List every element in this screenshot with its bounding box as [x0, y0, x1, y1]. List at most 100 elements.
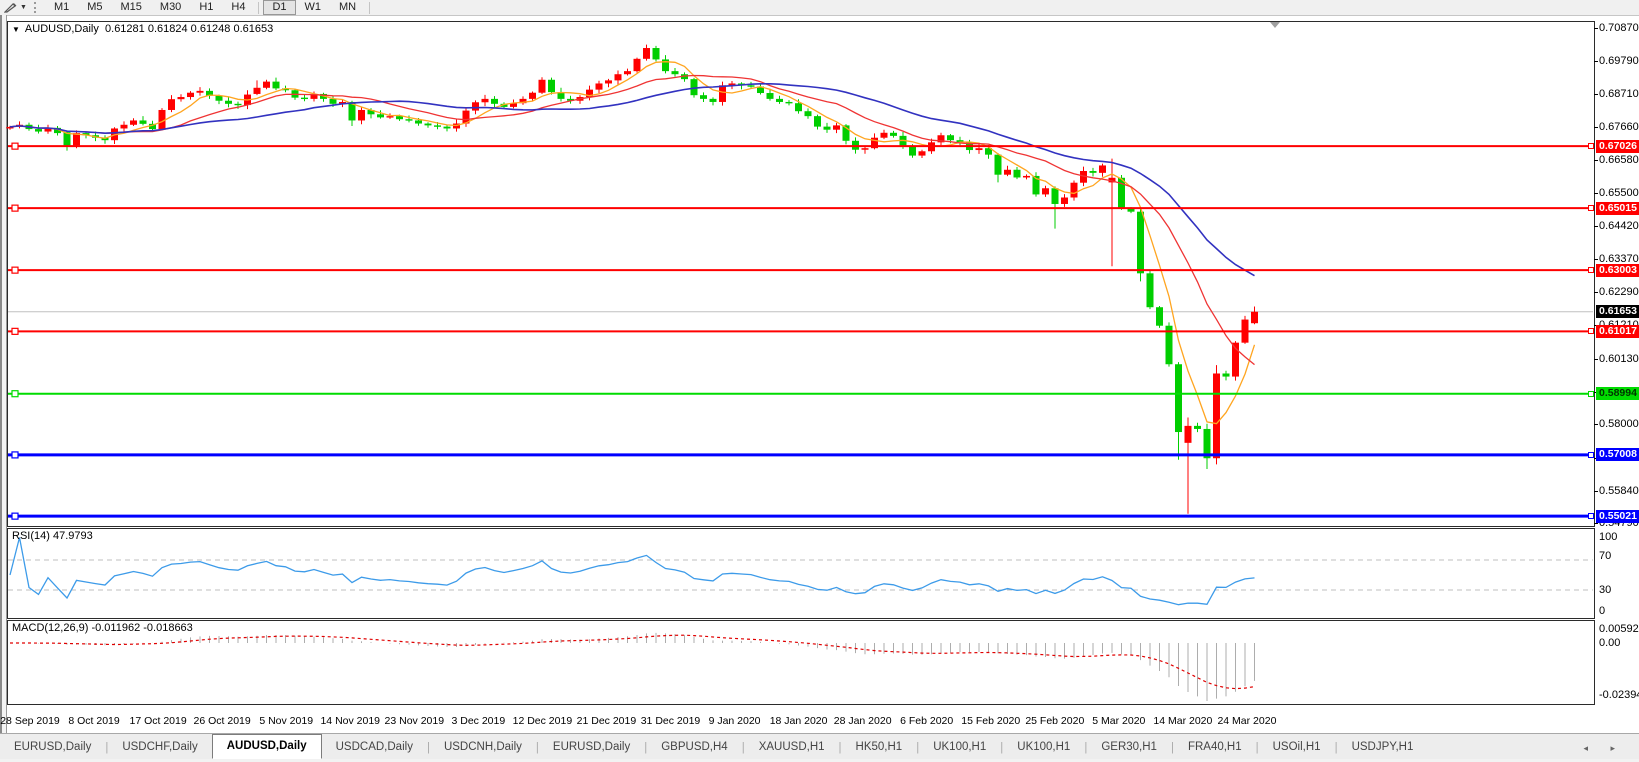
candle-body	[139, 120, 147, 124]
candle-body	[1203, 428, 1211, 459]
candle-body	[1194, 425, 1201, 429]
timeframe-button-m1[interactable]: M1	[53, 1, 70, 13]
toolbar-grip-handle[interactable]	[33, 2, 40, 13]
chart-tab-usdcnh-daily[interactable]: USDCNH,Daily	[443, 741, 522, 753]
line-anchor-handle[interactable]	[11, 327, 19, 335]
rsi-axis-label: 30	[1599, 584, 1612, 596]
price-badge: 0.61653	[1596, 305, 1639, 319]
candle-body	[747, 85, 755, 87]
candle-body	[1108, 177, 1116, 183]
chart-tab-eurusd-daily[interactable]: EURUSD,Daily	[14, 741, 92, 753]
badge-anchor-handle[interactable]	[1588, 143, 1594, 150]
macd-label: MACD(12,26,9) -0.011962 -0.018663	[12, 622, 193, 634]
timeframe-button-m5[interactable]: M5	[87, 1, 103, 13]
timeframe-toolbar: ▼ M1 M5 M15 M30 H1 H4 D1 W1 MN	[0, 0, 1639, 16]
window-left-edge	[0, 15, 7, 762]
candle-body	[263, 81, 270, 88]
candle-body	[643, 48, 650, 59]
badge-anchor-handle[interactable]	[1588, 390, 1594, 397]
timeframe-button-d1[interactable]: D1	[263, 0, 296, 15]
date-tick-label: 21 Dec 2019	[576, 715, 637, 727]
badge-anchor-handle[interactable]	[1588, 513, 1594, 520]
candle-body	[377, 114, 384, 118]
candle-body	[234, 103, 242, 106]
timeframe-button-m15[interactable]: M15	[120, 1, 142, 13]
price-tick-mark	[1594, 94, 1598, 96]
line-anchor-handle[interactable]	[11, 204, 19, 212]
tab-separator: |	[1255, 742, 1259, 754]
chart-tab-uk100-h1[interactable]: UK100,H1	[933, 741, 987, 753]
chart-tab-ger30-h1[interactable]: GER30,H1	[1101, 741, 1157, 753]
chart-tab-eurusd-daily[interactable]: EURUSD,Daily	[552, 741, 631, 753]
candle-body	[519, 98, 527, 104]
tab-separator: |	[838, 742, 842, 754]
chart-tab-hk50-h1[interactable]: HK50,H1	[855, 741, 903, 753]
candle-body	[614, 74, 622, 81]
candle-body	[1184, 425, 1192, 443]
chart-tab-audusd-daily[interactable]: AUDUSD,Daily	[211, 734, 322, 759]
macd-panel-frame[interactable]	[7, 620, 1595, 705]
candle-body	[652, 48, 660, 60]
date-tick-label: 26 Oct 2019	[193, 715, 251, 727]
chart-tab-uk100-h1[interactable]: UK100,H1	[1017, 741, 1071, 753]
main-chart-frame[interactable]	[7, 21, 1595, 527]
candle-body	[339, 101, 346, 104]
rsi-panel-frame[interactable]	[7, 528, 1595, 619]
line-anchor-handle[interactable]	[11, 451, 19, 459]
moving-average-slow	[9, 83, 1255, 277]
candle-body	[1089, 170, 1097, 173]
price-tick-label: 0.67660	[1599, 120, 1639, 133]
chart-tab-usdcad-daily[interactable]: USDCAD,Daily	[335, 741, 413, 753]
chart-tab-usoil-h1[interactable]: USOil,H1	[1272, 741, 1321, 753]
date-tick-label: 23 Nov 2019	[384, 715, 445, 727]
price-tick-label: 0.58000	[1599, 418, 1639, 431]
candle-body	[861, 148, 869, 150]
tab-scroll-arrows[interactable]: ◂ ▸	[1583, 743, 1625, 753]
line-anchor-handle[interactable]	[11, 390, 19, 398]
candle-body	[1051, 188, 1059, 204]
line-anchor-handle[interactable]	[11, 512, 19, 520]
candle-body	[1042, 188, 1049, 195]
chart-menu-triangle-icon[interactable]: ▼	[12, 25, 20, 34]
chart-tab-gbpusd-h4[interactable]: GBPUSD,H4	[661, 741, 728, 753]
timeframe-button-h1[interactable]: H1	[199, 1, 214, 13]
candle-body	[415, 120, 422, 124]
timeframe-button-w1[interactable]: W1	[304, 1, 322, 13]
badge-anchor-handle[interactable]	[1588, 451, 1594, 458]
badge-anchor-handle[interactable]	[1588, 267, 1594, 274]
price-tick-mark	[1594, 60, 1598, 62]
chart-tab-usdchf-daily[interactable]: USDCHF,Daily	[122, 741, 198, 753]
chart-tab-usdjpy-h1[interactable]: USDJPY,H1	[1351, 741, 1414, 753]
line-anchor-handle[interactable]	[11, 142, 19, 150]
price-tick-label: 0.63370	[1599, 252, 1639, 265]
price-tick-mark	[1594, 126, 1598, 128]
timeframe-button-h4[interactable]: H4	[231, 1, 246, 13]
price-badge: 0.55021	[1596, 509, 1639, 523]
timeframe-button-m30[interactable]: M30	[159, 1, 182, 13]
date-tick-label: 8 Oct 2019	[68, 715, 120, 727]
macd-axis-label: 0.005923	[1599, 623, 1639, 635]
candle-body	[206, 90, 213, 96]
candle-body	[510, 103, 517, 107]
macd-histogram	[19, 632, 1255, 702]
badge-anchor-handle[interactable]	[1588, 205, 1594, 212]
candle-body	[918, 151, 926, 156]
date-tick-label: 24 Mar 2020	[1217, 715, 1277, 727]
drawing-tools-icon[interactable]: ▼	[0, 1, 31, 14]
candle-body	[557, 92, 565, 99]
timeframe-button-mn[interactable]: MN	[339, 1, 357, 13]
price-badge: 0.61017	[1596, 324, 1639, 338]
candle-body	[1118, 177, 1125, 209]
chart-tab-fra40-h1[interactable]: FRA40,H1	[1187, 741, 1242, 753]
badge-anchor-handle[interactable]	[1588, 328, 1594, 335]
candle-body	[35, 129, 42, 132]
date-tick-label: 5 Nov 2019	[259, 715, 314, 727]
price-tick-mark	[1594, 358, 1598, 360]
line-anchor-handle[interactable]	[11, 266, 19, 274]
date-tick-label: 12 Dec 2019	[512, 715, 573, 727]
chart-shift-marker-icon[interactable]	[1270, 22, 1280, 28]
chart-tab-xauusd-h1[interactable]: XAUUSD,H1	[758, 741, 825, 753]
date-tick-label: 28 Sep 2019	[0, 715, 60, 727]
date-tick-label: 17 Oct 2019	[129, 715, 187, 727]
